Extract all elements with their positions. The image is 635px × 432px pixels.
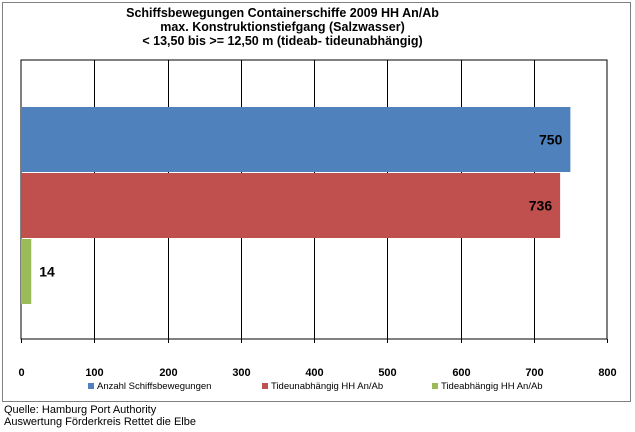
chart-title: Schiffsbewegungen Containerschiffe 2009 … xyxy=(0,6,565,48)
source-note: Quelle: Hamburg Port Authority Auswertun… xyxy=(4,404,196,428)
legend-label-1: Anzahl Schiffsbewegungen xyxy=(97,381,211,392)
x-tick-label: 600 xyxy=(452,367,470,379)
bar-data-label-1: 750 xyxy=(539,132,563,148)
source-line-1: Quelle: Hamburg Port Authority xyxy=(4,404,157,416)
x-tick-label: 700 xyxy=(525,367,543,379)
x-tick-label: 0 xyxy=(18,367,24,379)
legend-swatch-3 xyxy=(432,383,438,389)
bar-data-label-2: 736 xyxy=(529,198,553,214)
bar-data-label-3: 14 xyxy=(39,264,55,280)
x-tick-label: 300 xyxy=(232,367,250,379)
legend-swatch-2 xyxy=(262,383,268,389)
legend-label-3: Tideabhängig HH An/Ab xyxy=(441,381,543,392)
bar-1 xyxy=(21,107,571,172)
x-tick-label: 100 xyxy=(85,367,103,379)
x-tick-label: 500 xyxy=(378,367,396,379)
x-tick-label: 800 xyxy=(598,367,616,379)
legend-swatch-1 xyxy=(88,383,94,389)
bar-3 xyxy=(21,239,32,304)
chart-title-line-2: max. Konstruktionstiefgang (Salzwasser) xyxy=(160,20,405,34)
bar-2 xyxy=(21,173,561,238)
source-line-2: Auswertung Förderkreis Rettet die Elbe xyxy=(4,416,196,428)
x-tick-label: 200 xyxy=(159,367,177,379)
chart-title-line-3: < 13,50 bis >= 12,50 m (tideab- tideunab… xyxy=(142,34,423,48)
chart-title-line-1: Schiffsbewegungen Containerschiffe 2009 … xyxy=(126,6,439,20)
legend-label-2: Tideunabhängig HH An/Ab xyxy=(271,381,383,392)
x-tick-label: 400 xyxy=(305,367,323,379)
